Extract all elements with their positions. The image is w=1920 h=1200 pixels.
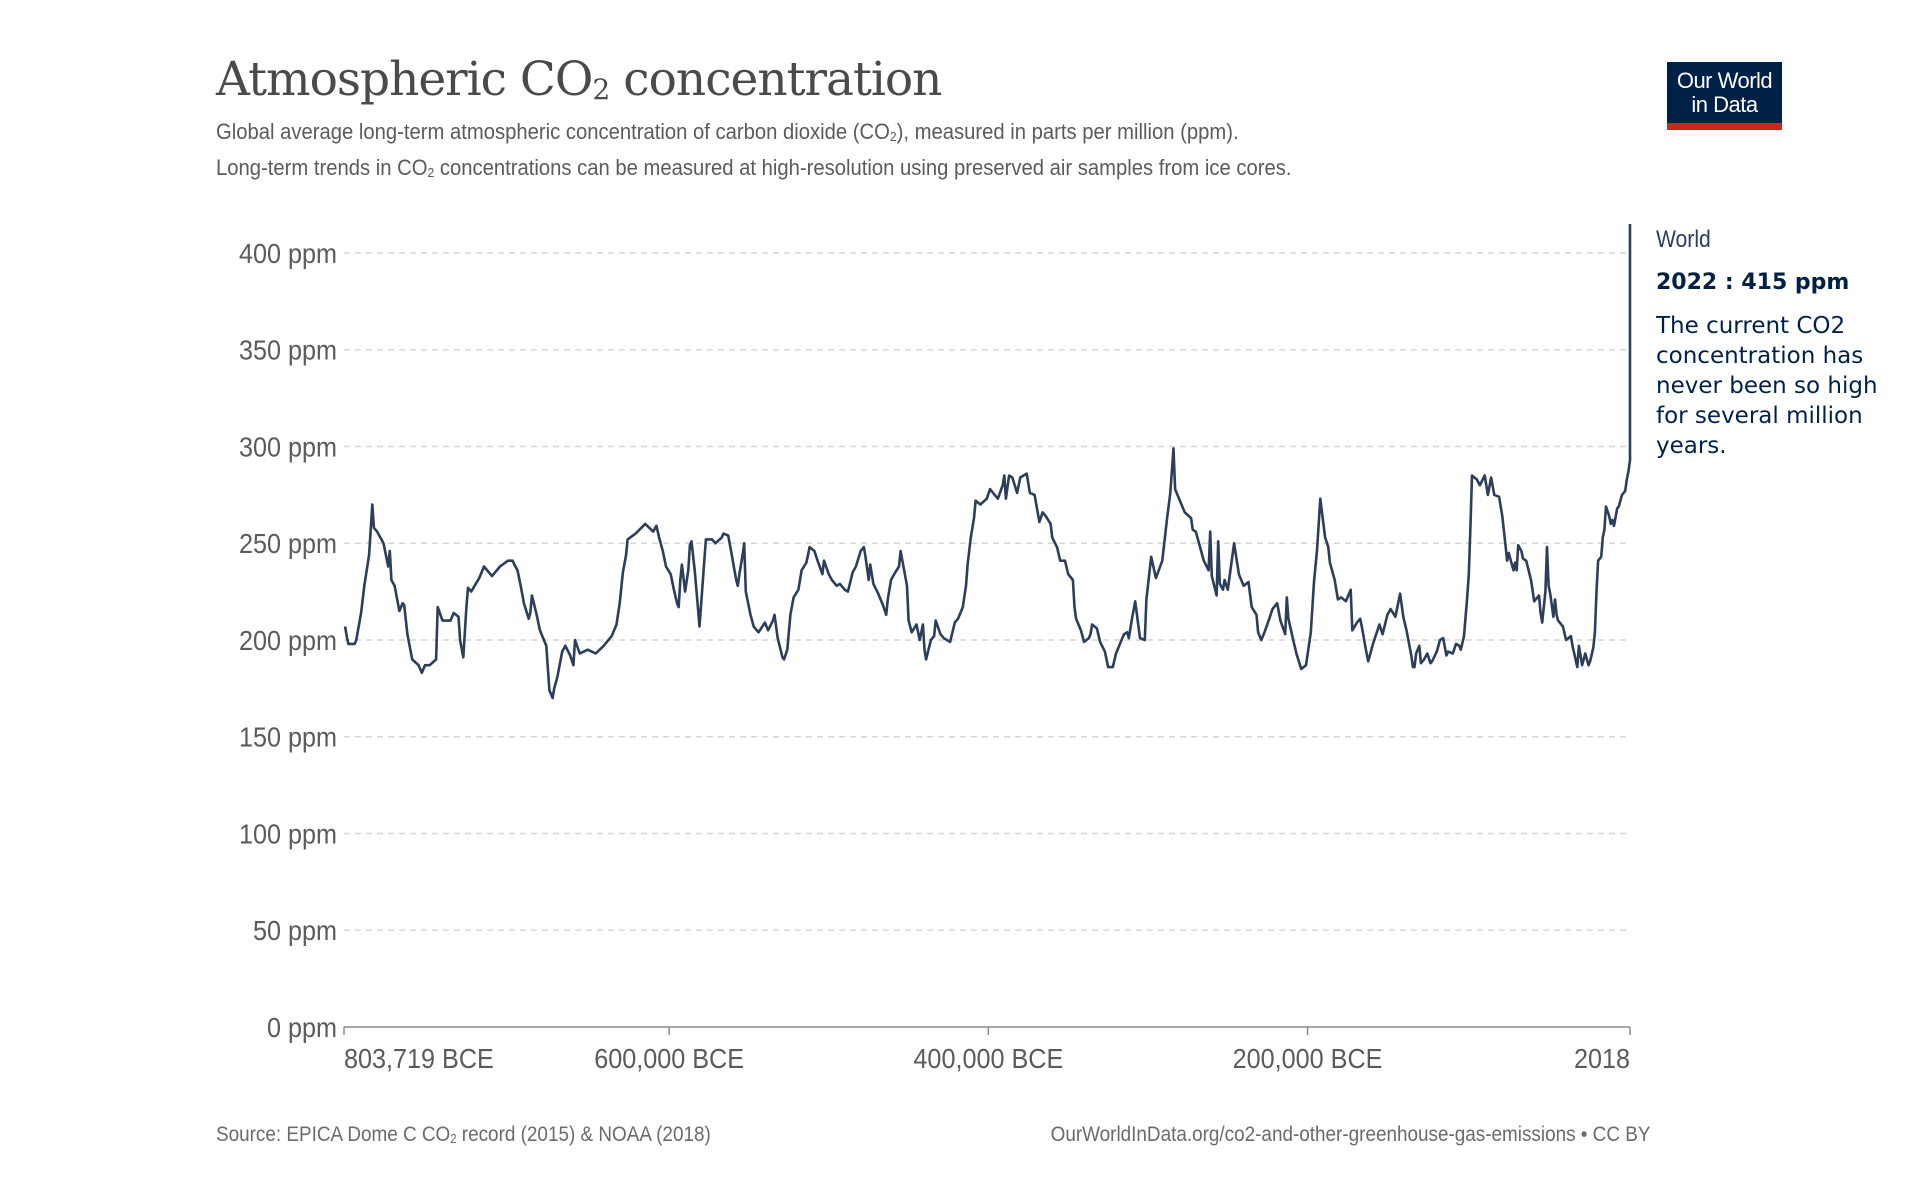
- subtitle-part: Long-term trends in CO: [216, 155, 428, 180]
- source-note: Source: EPICA Dome C CO2 record (2015) &…: [216, 1123, 711, 1147]
- y-tick-label: 400 ppm: [239, 238, 337, 270]
- logo-line-2: in Data: [1691, 92, 1758, 117]
- y-tick-label: 0 ppm: [267, 1012, 337, 1044]
- series-annotation: World 2022 : 415 ppm The current CO2 con…: [1656, 226, 1916, 461]
- source-text: Source: EPICA Dome C CO: [216, 1123, 451, 1146]
- y-tick-label: 250 ppm: [239, 528, 337, 560]
- gridlines: [344, 252, 1630, 931]
- chart-subtitle: Global average long-term atmospheric con…: [216, 115, 1311, 187]
- source-text-rest: record (2015) & NOAA (2018): [456, 1123, 711, 1146]
- y-tick-label: 50 ppm: [253, 915, 337, 947]
- subtitle-subscript: 2: [889, 128, 897, 144]
- chart-title: Atmospheric CO2 concentration: [216, 52, 942, 107]
- y-tick-label: 100 ppm: [239, 818, 337, 850]
- subtitle-part: concentrations can be measured at high-r…: [434, 155, 1292, 180]
- series-line-world[interactable]: [343, 224, 1632, 700]
- series-label: World: [1656, 226, 1711, 253]
- logo-line-1: Our World: [1676, 68, 1773, 93]
- source-url-link[interactable]: OurWorldInData.org/co2-and-other-greenho…: [1050, 1123, 1650, 1146]
- x-tick-label: 200,000 BCE: [1233, 1043, 1383, 1075]
- series-world[interactable]: [343, 223, 1632, 700]
- title-text: Atmospheric CO: [216, 52, 593, 107]
- annotation-note: The current CO2 concentration has never …: [1656, 313, 1878, 459]
- y-tick-label: 350 ppm: [239, 335, 337, 367]
- subtitle-subscript: 2: [427, 164, 435, 180]
- y-axis: 0 ppm 50 ppm 100 ppm 150 ppm 200 ppm 250 ppm 3…: [239, 238, 337, 1044]
- latest-value-label: 2022 : 415 ppm: [1656, 270, 1850, 295]
- x-tick-label: 2018: [1574, 1043, 1630, 1075]
- source-subscript: 2: [450, 1131, 457, 1146]
- title-text-rest: concentration: [609, 52, 942, 107]
- x-tick-label: 803,719 BCE: [344, 1043, 494, 1075]
- y-tick-label: 150 ppm: [239, 722, 337, 754]
- x-tick-label: 400,000 BCE: [913, 1043, 1063, 1075]
- y-tick-label: 300 ppm: [239, 431, 337, 463]
- x-tick-label: 600,000 BCE: [594, 1043, 744, 1075]
- x-axis: 803,719 BCE 600,000 BCE 400,000 BCE 200,000…: [343, 1026, 1631, 1075]
- subtitle-part: ), measured in parts per million (ppm).: [896, 119, 1239, 144]
- owid-logo[interactable]: Our World in Data: [1667, 62, 1782, 130]
- title-subscript: 2: [592, 73, 610, 107]
- y-tick-label: 200 ppm: [239, 625, 337, 657]
- subtitle-part: Global average long-term atmospheric con…: [216, 119, 890, 144]
